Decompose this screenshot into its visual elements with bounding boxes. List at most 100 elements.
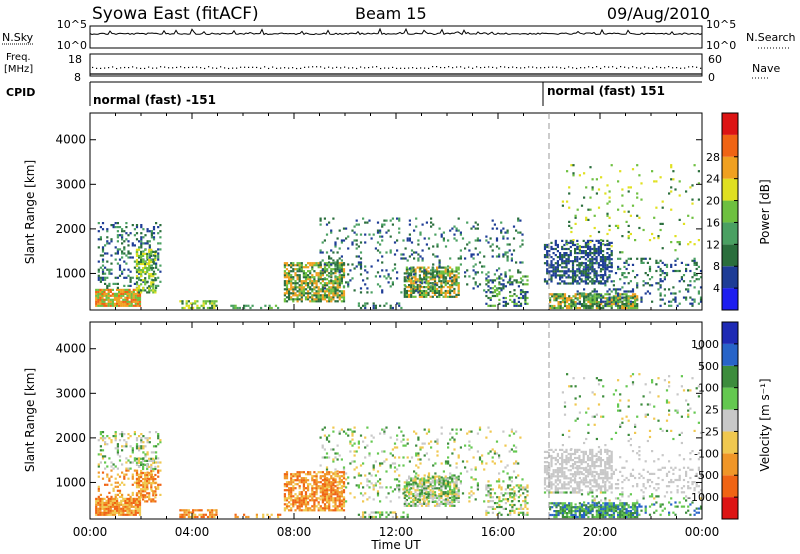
heatmap-cell: [453, 274, 456, 277]
freq-point: [368, 66, 370, 69]
heatmap-cell: [464, 257, 467, 260]
freq-point: [492, 66, 494, 68]
heatmap-cell: [300, 264, 303, 267]
heatmap-cell: [617, 208, 620, 211]
heatmap-cell: [340, 487, 343, 490]
heatmap-cell: [97, 503, 100, 506]
heatmap-cell: [315, 481, 318, 484]
freq-point: [120, 67, 122, 69]
heatmap-cell: [298, 262, 301, 265]
heatmap-cell: [126, 507, 129, 510]
heatmap-cell: [621, 251, 624, 254]
heatmap-cell: [391, 269, 394, 272]
heatmap-cell: [585, 295, 588, 298]
heatmap-cell: [150, 469, 153, 473]
heatmap-cell: [307, 284, 310, 287]
heatmap-cell: [154, 256, 157, 259]
heatmap-cell: [340, 277, 343, 280]
heatmap-cell: [319, 276, 322, 279]
heatmap-cell: [332, 426, 335, 429]
heatmap-cell: [595, 280, 598, 283]
freq-point: [208, 66, 210, 68]
heatmap-cell: [104, 437, 107, 440]
heatmap-cell: [553, 295, 556, 298]
heatmap-cell: [120, 507, 123, 510]
heatmap-cell: [438, 272, 441, 275]
heatmap-cell: [559, 270, 562, 273]
heatmap-cell: [99, 433, 102, 436]
heatmap-cell: [372, 511, 375, 514]
heatmap-cell: [391, 454, 394, 457]
heatmap-cell: [444, 504, 447, 507]
heatmap-cell: [419, 267, 422, 270]
heatmap-cell: [413, 430, 416, 433]
heatmap-cell: [589, 299, 592, 302]
heatmap-cell: [604, 304, 607, 307]
heatmap-cell: [569, 252, 572, 255]
heatmap-cell: [146, 242, 149, 245]
heatmap-cell: [351, 432, 354, 435]
heatmap-cell: [330, 270, 333, 273]
heatmap-cell: [627, 257, 630, 260]
heatmap-cell: [283, 276, 286, 279]
heatmap-cell: [148, 244, 151, 247]
heatmap-cell: [129, 276, 132, 279]
heatmap-cell: [122, 304, 125, 307]
heatmap-cell: [593, 272, 596, 275]
heatmap-cell: [634, 276, 637, 279]
freq-point: [252, 66, 254, 68]
heatmap-cell: [328, 289, 331, 292]
heatmap-cell: [142, 289, 145, 292]
heatmap-cell: [298, 292, 301, 295]
heatmap-cell: [389, 306, 392, 310]
heatmap-cell: [610, 306, 613, 310]
heatmap-cell: [298, 481, 301, 484]
heatmap-cell: [561, 258, 564, 261]
heatmap-cell: [591, 239, 594, 242]
heatmap-cell: [442, 281, 445, 284]
heatmap-cell: [427, 286, 430, 289]
heatmap-cell: [629, 257, 632, 260]
heatmap-cell: [582, 245, 585, 249]
heatmap-cell: [444, 500, 448, 503]
freq-tick-bottom: 8: [74, 71, 81, 84]
heatmap-cell: [307, 485, 310, 488]
heatmap-cell: [420, 487, 424, 490]
freq-point: [608, 66, 610, 68]
heatmap-cell: [97, 511, 100, 514]
heatmap-cell: [319, 481, 322, 484]
heatmap-cell: [283, 489, 286, 492]
heatmap-cell: [196, 304, 199, 307]
heatmap-cell: [194, 509, 197, 512]
heatmap-cell: [415, 289, 418, 292]
heatmap-cell: [438, 289, 441, 293]
heatmap-cell: [687, 243, 690, 246]
heatmap-cell: [487, 279, 490, 282]
heatmap-cell: [597, 295, 601, 298]
heatmap-cell: [157, 487, 160, 490]
heatmap-cell: [359, 273, 363, 276]
heatmap-cell: [101, 501, 104, 504]
heatmap-cell: [586, 239, 590, 242]
heatmap-cell: [338, 298, 341, 301]
heatmap-cell: [436, 295, 439, 298]
heatmap-cell: [136, 294, 139, 297]
heatmap-cell: [451, 500, 454, 503]
heatmap-cell: [313, 300, 316, 303]
heatmap-cell: [334, 278, 337, 281]
heatmap-cell: [600, 267, 603, 271]
heatmap-cell: [455, 496, 458, 500]
heatmap-cell: [574, 252, 577, 255]
heatmap-cell: [570, 304, 573, 308]
heatmap-cell: [425, 243, 428, 246]
freq-point: [572, 67, 574, 69]
heatmap-cell: [300, 497, 303, 500]
heatmap-cell: [646, 282, 649, 285]
heatmap-cell: [307, 276, 310, 279]
heatmap-cell: [111, 501, 114, 504]
heatmap-cell: [355, 239, 358, 242]
power-colorbar-label: Power [dB]: [758, 179, 772, 244]
heatmap-cell: [336, 296, 339, 299]
heatmap-cell: [381, 513, 384, 516]
heatmap-cell: [420, 477, 424, 480]
